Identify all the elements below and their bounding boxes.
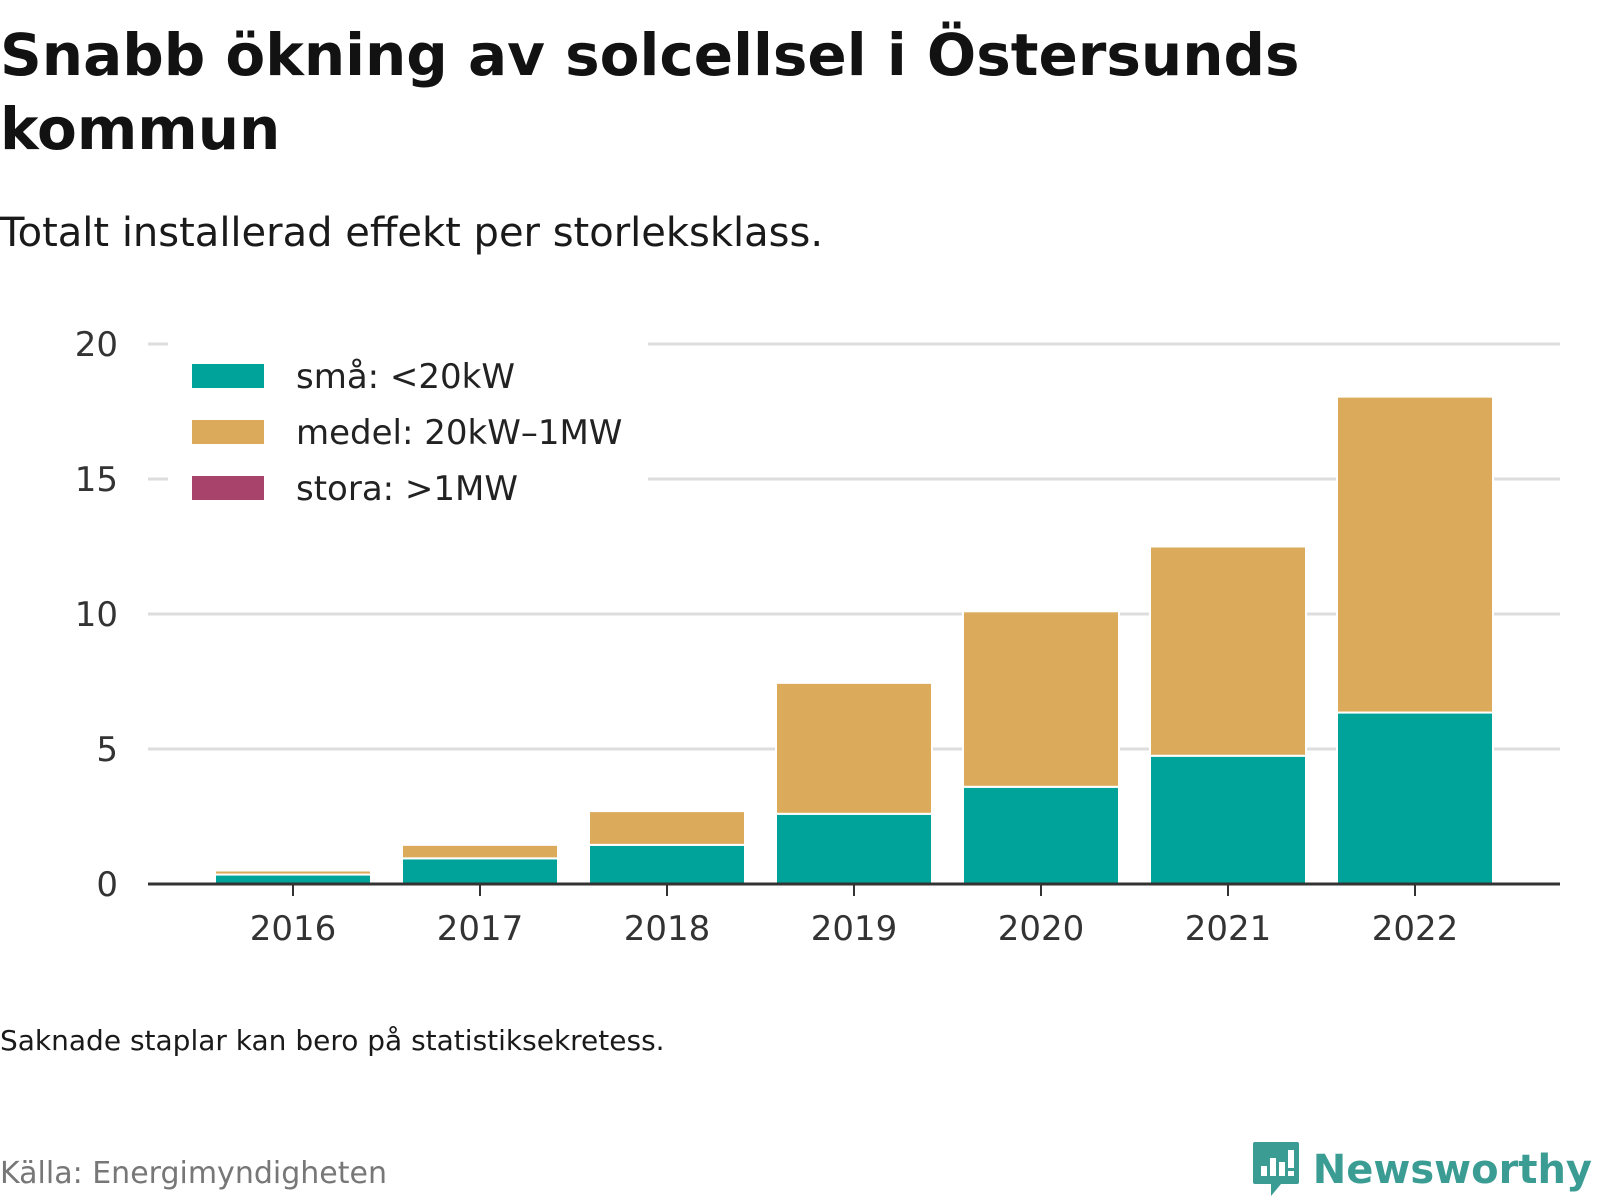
legend: små: <20kW medel: 20kW–1MW stora: >1MW bbox=[168, 332, 648, 509]
brand-name: Newsworthy bbox=[1312, 1147, 1592, 1193]
bar-segment-small bbox=[962, 785, 1120, 885]
legend-swatch bbox=[192, 420, 264, 444]
source-label: Källa: Energimyndigheten bbox=[0, 1156, 387, 1191]
x-tick-label: 2019 bbox=[811, 909, 898, 949]
bar-segment-small bbox=[401, 857, 559, 885]
newsworthy-logo-icon bbox=[1252, 1142, 1299, 1196]
chart-title: Snabb ökning av solcellsel i Östersunds … bbox=[0, 21, 1300, 163]
bar-segment-large bbox=[214, 868, 372, 872]
legend-swatch bbox=[192, 476, 264, 500]
bar-segment-medium bbox=[588, 810, 746, 846]
newsworthy-logo: Newsworthy bbox=[1251, 1140, 1592, 1200]
chart-subtitle: Totalt installerad effekt per storlekskl… bbox=[0, 210, 824, 256]
legend-label: små: <20kW bbox=[296, 357, 515, 397]
x-tick-label: 2018 bbox=[624, 909, 711, 949]
y-tick-label: 5 bbox=[96, 730, 118, 770]
bar-segment-small bbox=[1336, 711, 1494, 885]
bar-segment-medium bbox=[962, 610, 1120, 788]
x-tick-label: 2020 bbox=[998, 909, 1085, 949]
bar-segment-medium bbox=[1149, 545, 1307, 757]
bar-segment-medium bbox=[401, 843, 559, 860]
x-tick-label: 2022 bbox=[1372, 909, 1459, 949]
stacked-bar-chart: 0 5 10 15 20 2016 2017 2018 2019 2020 2021 2022 små… bbox=[75, 325, 1560, 949]
x-tick-label: 2021 bbox=[1185, 909, 1272, 949]
x-tick-label: 2016 bbox=[250, 909, 337, 949]
bar-segment-small bbox=[588, 843, 746, 885]
legend-swatch bbox=[192, 364, 264, 388]
y-tick-label: 20 bbox=[75, 325, 118, 365]
legend-label: medel: 20kW–1MW bbox=[296, 413, 622, 453]
bar-segment-small bbox=[1149, 754, 1307, 885]
legend-label: stora: >1MW bbox=[296, 469, 518, 509]
axes: 0 5 10 15 20 2016 2017 2018 2019 2020 2021 2022 bbox=[75, 325, 1560, 949]
y-tick-label: 15 bbox=[75, 460, 118, 500]
footnote: Saknade staplar kan bero på statistiksek… bbox=[0, 1024, 665, 1057]
bar-segment-small bbox=[775, 812, 933, 885]
y-tick-label: 10 bbox=[75, 595, 118, 635]
bars bbox=[214, 395, 1494, 885]
x-tick-label: 2017 bbox=[437, 909, 524, 949]
bar-segment-medium bbox=[775, 681, 933, 815]
y-tick-label: 0 bbox=[96, 865, 118, 905]
bar-segment-medium bbox=[1336, 395, 1494, 714]
